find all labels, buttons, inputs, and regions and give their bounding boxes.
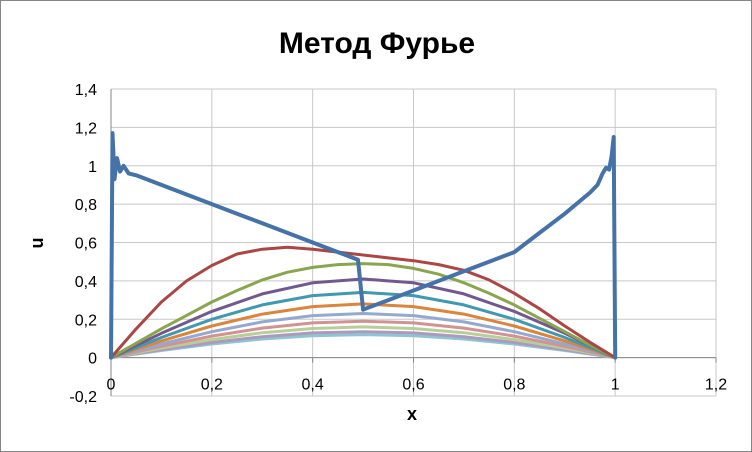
y-tick-label: -0,2 bbox=[69, 389, 97, 406]
x-tick-label: 0,4 bbox=[302, 377, 324, 394]
x-tick-label: 1,2 bbox=[705, 377, 727, 394]
series-group bbox=[109, 131, 618, 360]
x-axis-label: x bbox=[407, 404, 417, 424]
series-line-4 bbox=[109, 277, 617, 360]
y-tick-label: 0,6 bbox=[75, 236, 97, 253]
y-tick-label: 0,4 bbox=[75, 274, 97, 291]
series-line-3 bbox=[109, 262, 617, 360]
x-tick-label: 1 bbox=[611, 377, 620, 394]
y-tick-label: 0,2 bbox=[75, 312, 97, 329]
series-line-7 bbox=[109, 312, 617, 360]
y-tick-label: 0 bbox=[88, 351, 97, 368]
chart-title: Метод Фурье bbox=[279, 27, 475, 60]
y-axis-label: u bbox=[27, 238, 47, 249]
series-line-2 bbox=[109, 245, 617, 360]
series-line-1 bbox=[109, 131, 618, 360]
x-tick-label: 0,2 bbox=[201, 377, 223, 394]
y-tick-label: 1,2 bbox=[75, 120, 97, 137]
series-line-10 bbox=[109, 330, 617, 360]
tick-labels: -0,2 0 0,2 0,4 0,6 0,8 1 1,2 1,4 0 0,2 0,4 0,6 0,8 1 1,… bbox=[69, 82, 727, 406]
series-line-8 bbox=[109, 319, 617, 360]
y-tick-label: 1 bbox=[88, 159, 97, 176]
y-tick-label: 1,4 bbox=[75, 82, 97, 99]
x-tick-label: 0,6 bbox=[402, 377, 424, 394]
series-line-9 bbox=[109, 325, 617, 360]
x-tick-label: 0 bbox=[107, 377, 116, 394]
grid bbox=[110, 88, 717, 397]
y-tick-label: 0,8 bbox=[75, 197, 97, 214]
x-tick-label: 0,8 bbox=[503, 377, 525, 394]
